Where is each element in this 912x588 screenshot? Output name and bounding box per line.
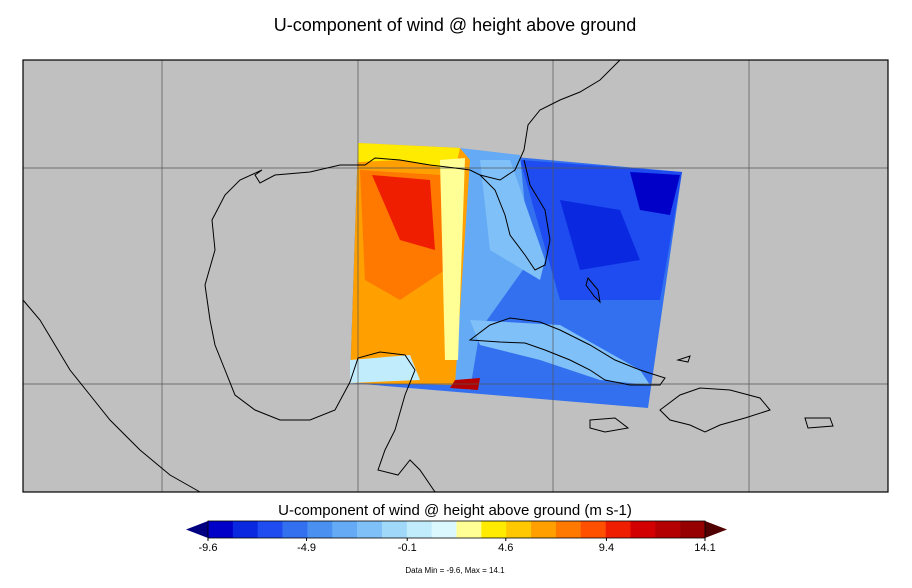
colorbar-swatch	[555, 521, 582, 538]
colorbar-under-arrow	[186, 521, 208, 538]
colorbar-swatch	[381, 521, 408, 538]
colorbar-swatch	[456, 521, 482, 538]
colorbar-swatch	[406, 521, 432, 538]
colorbar-swatch	[481, 521, 507, 538]
colorbar-swatch	[208, 521, 234, 538]
colorbar-tick-label: 14.1	[694, 542, 715, 554]
colorbar-swatch	[232, 521, 258, 538]
colorbar-swatch	[655, 521, 681, 538]
map-title: U-component of wind @ height above groun…	[274, 15, 637, 35]
colorbar-tick-label: 4.6	[498, 542, 513, 554]
colorbar-swatch	[332, 521, 358, 538]
map-frame	[22, 59, 889, 493]
colorbar-swatch	[282, 521, 308, 538]
data-range-note: Data Min = -9.6, Max = 14.1	[405, 566, 505, 575]
colorbar-swatch	[357, 521, 383, 538]
colorbar-label: U-component of wind @ height above groun…	[278, 502, 632, 519]
data-field	[350, 143, 682, 408]
colorbar-swatch	[580, 521, 606, 538]
colorbar-swatch	[431, 521, 457, 538]
colorbar-swatch	[506, 521, 532, 538]
colorbar-swatch	[630, 521, 656, 538]
colorbar-tick-label: 9.4	[599, 542, 614, 554]
colorbar-tick-label: -9.6	[199, 542, 218, 554]
colorbar-tick-label: -0.1	[398, 542, 417, 554]
colorbar-swatch	[680, 521, 706, 538]
colorbar: -9.6 -4.9 -0.1 4.6 9.4 14.1	[186, 520, 727, 554]
map-panel	[22, 59, 889, 493]
colorbar-over-arrow	[705, 521, 727, 538]
colorbar-swatch	[257, 521, 283, 538]
colorbar-frame	[207, 520, 706, 539]
colorbar-swatch	[531, 521, 557, 538]
coastlines	[22, 59, 834, 493]
colorbar-tick-label: -4.9	[297, 542, 316, 554]
colorbar-swatch	[605, 521, 631, 538]
colorbar-swatch	[307, 521, 333, 538]
